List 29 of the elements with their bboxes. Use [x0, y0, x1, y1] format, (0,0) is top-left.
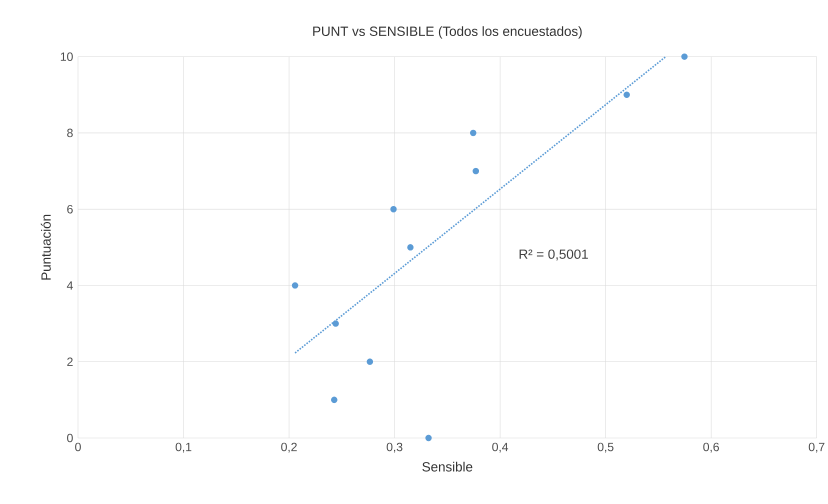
y-axis-title: Puntuación: [40, 214, 51, 280]
y-tick-label: 8: [67, 128, 73, 138]
x-tick-label: 0,5: [598, 442, 614, 453]
point: [681, 53, 688, 60]
y-tick-label: 4: [66, 281, 73, 290]
point: [470, 130, 476, 136]
point: [624, 92, 630, 98]
point: [332, 320, 339, 327]
point: [425, 434, 432, 442]
annotation: R² = 0,5001: [520, 249, 588, 260]
x-tick-label: 0,1: [176, 442, 192, 453]
point: [366, 358, 374, 365]
x-tick-label: 0,6: [703, 442, 719, 453]
chart-title: PUNT vs SENSIBLE (Todos los encuestados): [313, 26, 582, 39]
point: [472, 168, 480, 174]
y-tick-label: 6: [67, 204, 73, 214]
y-tick-label: 10: [60, 52, 73, 61]
y-tick-label: 0: [67, 434, 73, 442]
x-tick-label: 0,4: [492, 442, 508, 453]
y-tick-label: 2: [67, 358, 73, 366]
x-tick-label: 0: [75, 442, 81, 452]
point: [292, 282, 298, 289]
x-tick-label: 0,3: [386, 442, 402, 453]
point: [407, 244, 414, 251]
x-axis-title: Sensible: [422, 462, 472, 472]
point: [390, 206, 397, 212]
x-tick-label: 0,2: [281, 442, 297, 453]
point: [331, 396, 338, 404]
x-tick-label: 0,7: [808, 442, 824, 453]
